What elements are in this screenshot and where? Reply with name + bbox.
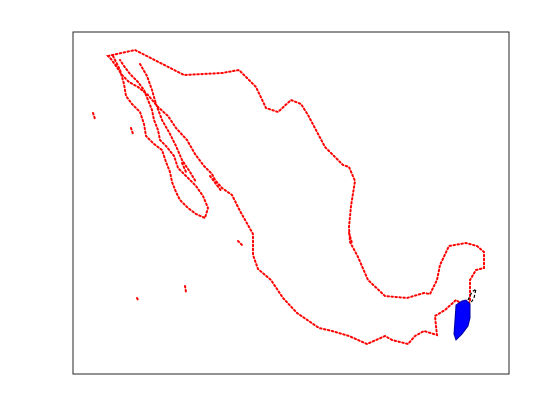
island-8	[348, 232, 353, 244]
gulf-shore-detail	[139, 63, 197, 183]
island-3	[181, 162, 187, 173]
island-1	[92, 112, 96, 120]
mexico-outline	[106, 48, 485, 346]
island-2	[130, 127, 134, 135]
island-7	[136, 297, 139, 301]
mexico-boundary	[92, 48, 485, 346]
island-4	[209, 175, 223, 193]
belize-shape	[453, 299, 471, 341]
island-6	[184, 285, 187, 293]
axes-box	[72, 31, 510, 375]
baja-california	[112, 55, 210, 220]
belize-border-line	[467, 287, 477, 305]
island-5	[237, 240, 244, 247]
